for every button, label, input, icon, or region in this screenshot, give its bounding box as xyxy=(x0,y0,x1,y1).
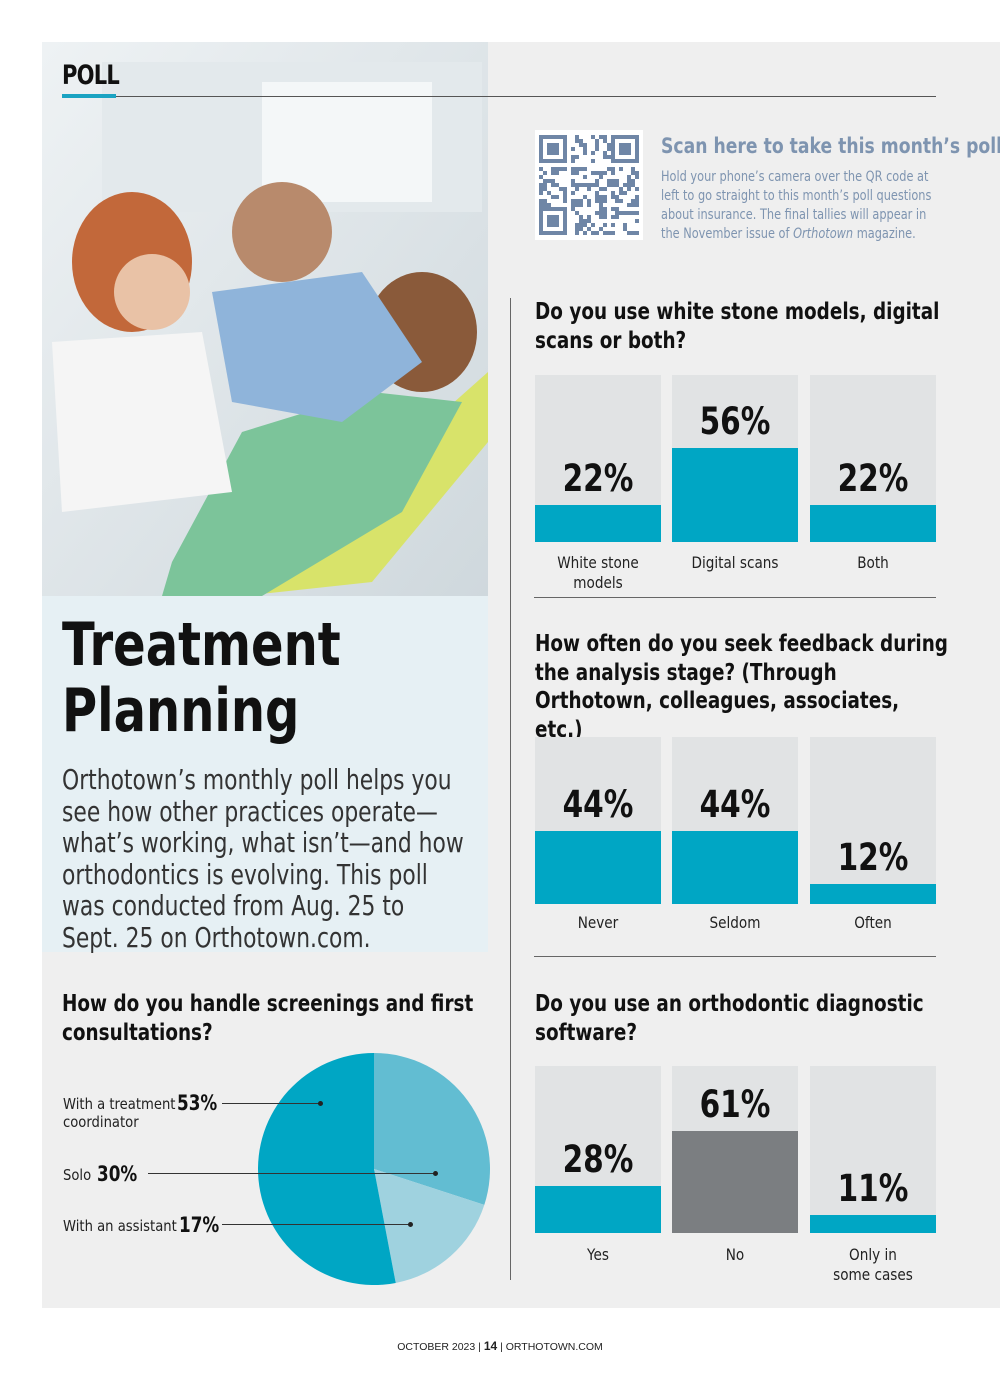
intro-box xyxy=(42,596,488,952)
chart-2-value-label-1: 44% xyxy=(562,783,634,826)
leader-solo xyxy=(148,1173,436,1174)
chart-2-category-3: Often xyxy=(854,913,892,932)
chart-2-value-label-2: 44% xyxy=(699,783,771,826)
chart-2-bar-track-1 xyxy=(535,737,661,904)
pie-slice-solo xyxy=(374,1053,490,1205)
title-line-1: Treatment xyxy=(62,610,341,680)
page-title: Treatment Planning xyxy=(62,612,462,744)
chart-2-value-label-3: 12% xyxy=(837,836,909,879)
chart-2-bar-3 xyxy=(810,884,936,904)
leader-dot-coordinator xyxy=(318,1101,323,1106)
pie-slice-assistant xyxy=(374,1169,485,1283)
chart-1-category-3: Both xyxy=(857,553,889,572)
leader-assistant xyxy=(222,1224,410,1225)
footer-sep-1: | xyxy=(478,1341,484,1353)
pie-value-solo: 30% xyxy=(97,1162,138,1186)
scan-text-part2: magazine. xyxy=(853,226,916,242)
chart-2-category-1: Never xyxy=(577,913,619,932)
chart-2-category-2: Seldom xyxy=(709,913,761,932)
chart-3-bar-3 xyxy=(810,1215,936,1233)
leader-dot-solo xyxy=(433,1171,438,1176)
chart-1-value-label-2: 56% xyxy=(699,400,771,443)
chart-3-question: Do you use an orthodontic diagnostic sof… xyxy=(535,991,924,1046)
leader-dot-assistant xyxy=(408,1222,413,1227)
chart-4-question: How do you handle screenings and first c… xyxy=(62,991,474,1046)
chart-1-bar-track-2 xyxy=(672,375,798,542)
pie-label-coordinator-line2: coordinator xyxy=(63,1113,139,1131)
chart-1-category-2: Digital scans xyxy=(691,553,779,572)
photo-illustration xyxy=(42,42,488,596)
chart-3-value-label-2: 61% xyxy=(699,1083,771,1126)
pie-value-coordinator: 53% xyxy=(177,1091,218,1115)
chart-3-category-2: No xyxy=(725,1245,745,1264)
section-label-underline xyxy=(62,94,116,98)
chart-1-value-label-3: 22% xyxy=(837,457,909,500)
chart-2-bar-track-3 xyxy=(810,737,936,904)
divider-1 xyxy=(534,597,936,598)
pie-slice-coordinator xyxy=(258,1053,396,1285)
pie-label-coordinator: With a treatment coordinator xyxy=(63,1095,175,1131)
chart-3-category-3: Only in some cases xyxy=(833,1245,913,1284)
scan-title: Scan here to take this month’s poll! xyxy=(661,134,1000,158)
chart-2-question: How often do you seek feedback during th… xyxy=(535,631,948,743)
chart-1-bar-2 xyxy=(672,448,798,542)
scan-text-magazine: Orthotown xyxy=(793,226,854,242)
pie-label-assistant: With an assistant xyxy=(63,1217,177,1235)
pie-label-solo: Solo xyxy=(63,1166,92,1184)
chart-3-bar-track-2 xyxy=(672,1066,798,1233)
leader-coordinator xyxy=(222,1103,320,1104)
chart-1-bar-1 xyxy=(535,505,661,542)
chart-1-question: Do you use white stone models, digital s… xyxy=(535,299,940,354)
footer-sep-2: | xyxy=(500,1341,506,1353)
qr-code-icon[interactable] xyxy=(535,130,643,240)
chart-1-bar-track-1 xyxy=(535,375,661,542)
pie-label-coordinator-line1: With a treatment xyxy=(63,1095,176,1113)
footer-site[interactable]: ORTHOTOWN.COM xyxy=(505,1341,603,1353)
chart-3-bar-track-1 xyxy=(535,1066,661,1233)
dental-exam-photo xyxy=(42,42,488,596)
chart-2-bar-1 xyxy=(535,831,661,904)
scan-text: Hold your phone’s camera over the QR cod… xyxy=(661,168,936,244)
chart-1-bar-3 xyxy=(810,505,936,542)
chart-3-value-label-1: 28% xyxy=(562,1138,634,1181)
chart-3-value-label-3: 11% xyxy=(837,1167,909,1210)
intro-text: Orthotown’s monthly poll helps you see h… xyxy=(62,763,464,954)
column-divider xyxy=(510,298,511,1280)
chart-1-category-1: White stone models xyxy=(557,553,639,592)
chart-3-category-1: Yes xyxy=(587,1245,609,1264)
pie-chart xyxy=(258,1053,490,1285)
chart-1-value-label-1: 22% xyxy=(562,457,634,500)
pie-value-assistant: 17% xyxy=(179,1213,220,1237)
chart-3-bar-track-3 xyxy=(810,1066,936,1233)
scan-text-part1: Hold your phone’s camera over the QR cod… xyxy=(661,169,932,242)
footer-date: OCTOBER 2023 xyxy=(397,1341,476,1353)
header-rule xyxy=(116,96,936,97)
page-footer: OCTOBER 2023 | 14 | ORTHOTOWN.COM xyxy=(0,1339,1000,1353)
chart-1-bar-track-3 xyxy=(810,375,936,542)
divider-2 xyxy=(534,956,936,957)
chart-3-bar-1 xyxy=(535,1186,661,1233)
chart-2-bar-2 xyxy=(672,831,798,904)
chart-2-bar-track-2 xyxy=(672,737,798,904)
title-line-2: Planning xyxy=(62,676,300,746)
page-number: 14 xyxy=(483,1339,498,1353)
chart-3-bar-2 xyxy=(672,1131,798,1233)
section-label: POLL xyxy=(62,60,120,91)
qr-code-graphic xyxy=(539,135,639,235)
